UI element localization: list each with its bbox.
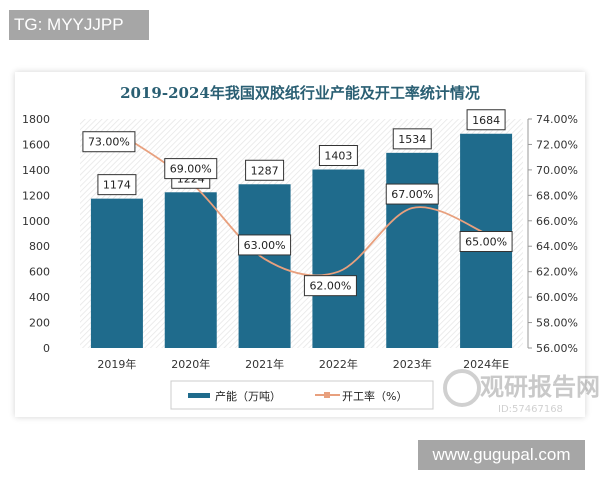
right-axis-tick: 72.00% bbox=[536, 138, 578, 151]
bar-data-label-box bbox=[466, 109, 506, 131]
bar-data-label-box bbox=[245, 159, 285, 181]
x-axis-tick: 2020年 bbox=[171, 357, 210, 371]
rate-data-label: 63.00% bbox=[244, 239, 286, 252]
rate-data-label-box bbox=[164, 158, 218, 180]
svg-text:观研报告网: 观研报告网 bbox=[480, 373, 600, 401]
x-axis-tick: 2019年 bbox=[97, 357, 136, 371]
plot-area bbox=[80, 119, 523, 348]
capacity-bar bbox=[386, 152, 439, 348]
rate-data-label: 62.00% bbox=[309, 280, 351, 293]
bar-data-label: 1403 bbox=[324, 150, 352, 163]
right-axis-tick: 60.00% bbox=[536, 291, 578, 304]
x-axis-tick: 2021年 bbox=[245, 357, 284, 371]
watermark: 观研报告网 ID:57467168 bbox=[443, 369, 600, 415]
bar-data-label-box bbox=[318, 145, 358, 167]
bar-data-label: 1684 bbox=[472, 114, 500, 127]
legend-bar-swatch bbox=[188, 393, 210, 398]
left-axis-tick: 800 bbox=[29, 240, 50, 253]
rate-data-label: 69.00% bbox=[170, 163, 212, 176]
legend-line-label: 开工率（%） bbox=[342, 389, 407, 403]
legend-bar-label: 产能（万吨） bbox=[215, 389, 281, 403]
left-axis-tick: 0 bbox=[43, 342, 50, 355]
site-label: www.gugupal.com bbox=[418, 440, 585, 470]
rate-data-label: 73.00% bbox=[88, 136, 130, 149]
left-axis-tick: 1800 bbox=[22, 113, 50, 126]
left-axis-tick: 600 bbox=[29, 266, 50, 279]
rate-data-label: 67.00% bbox=[391, 188, 433, 201]
left-axis-tick: 1200 bbox=[22, 189, 50, 202]
right-axis-tick: 68.00% bbox=[536, 189, 578, 202]
bar-data-label: 1287 bbox=[251, 164, 279, 177]
right-axis-tick: 62.00% bbox=[536, 266, 578, 279]
chart-title: 2019-2024年我国双胶纸行业产能及开工率统计情况 bbox=[120, 84, 480, 102]
rate-data-label-box bbox=[303, 275, 357, 297]
svg-text:ID:57467168: ID:57467168 bbox=[498, 404, 563, 415]
right-axis-tick: 74.00% bbox=[536, 113, 578, 126]
left-axis-tick: 400 bbox=[29, 291, 50, 304]
rate-data-label: 65.00% bbox=[465, 236, 507, 249]
right-axis-tick: 66.00% bbox=[536, 215, 578, 228]
legend: 产能（万吨） 开工率（%） bbox=[170, 380, 434, 410]
x-axis-tick: 2022年 bbox=[319, 357, 358, 371]
bar-data-label: 1534 bbox=[398, 133, 426, 146]
bar-data-label-box bbox=[97, 174, 137, 196]
right-axis-tick: 64.00% bbox=[536, 240, 578, 253]
x-axis-tick: 2024年E bbox=[463, 357, 509, 371]
capacity-bar bbox=[90, 198, 143, 348]
left-axis-tick: 1600 bbox=[22, 138, 50, 151]
left-axis-tick: 1000 bbox=[22, 215, 50, 228]
rate-data-label-box bbox=[238, 234, 292, 256]
rate-data-label-box bbox=[82, 131, 136, 153]
bar-data-label-box bbox=[392, 128, 432, 150]
rate-data-label-box bbox=[385, 183, 439, 205]
left-axis-tick: 1400 bbox=[22, 164, 50, 177]
x-axis-tick: 2023年 bbox=[393, 357, 432, 371]
capacity-bar bbox=[312, 169, 365, 348]
bar-data-label: 1174 bbox=[103, 179, 131, 192]
tg-label: TG: MYYJJPP bbox=[9, 10, 149, 40]
right-axis-tick: 70.00% bbox=[536, 164, 578, 177]
left-axis-tick: 200 bbox=[29, 317, 50, 330]
capacity-bar bbox=[238, 184, 291, 348]
capacity-bar bbox=[164, 192, 217, 348]
right-axis-tick: 58.00% bbox=[536, 317, 578, 330]
right-axis-tick: 56.00% bbox=[536, 342, 578, 355]
rate-data-label-box bbox=[459, 231, 513, 252]
